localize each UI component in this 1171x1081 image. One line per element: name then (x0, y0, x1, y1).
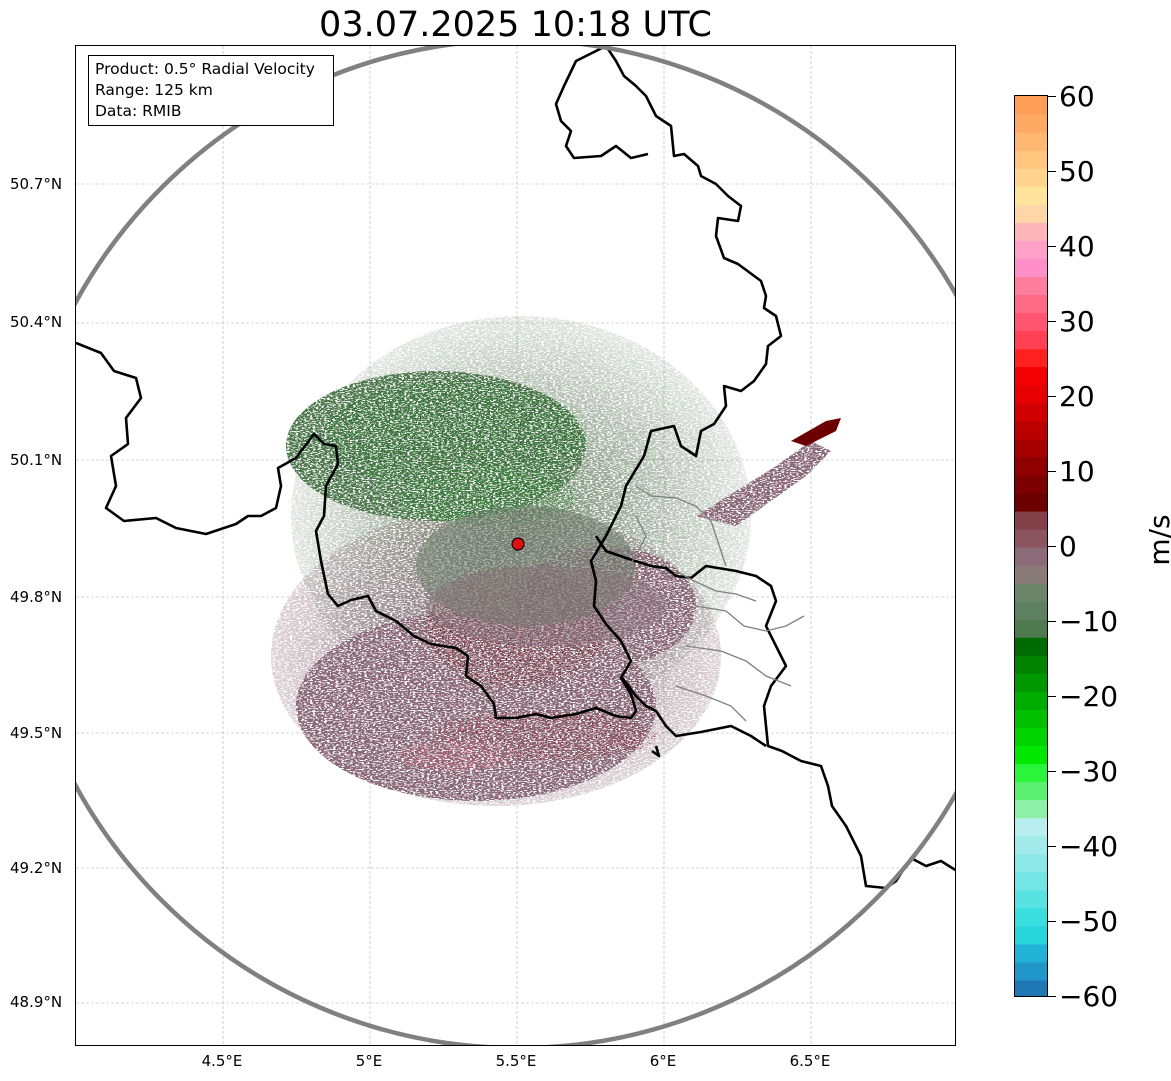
colorbar-swatch (1015, 366, 1047, 386)
x-tick-label: 5.5°E (495, 1052, 537, 1070)
colorbar-swatch (1015, 781, 1047, 801)
colorbar-tick: −20 (1047, 682, 1118, 712)
y-tick-label: 50.7°N (10, 175, 63, 193)
radar-map-canvas (76, 46, 955, 1045)
colorbar-swatch (1015, 961, 1047, 981)
x-tick-label: 5°E (355, 1052, 383, 1070)
colorbar-swatch (1015, 402, 1047, 422)
colorbar-tick: 30 (1048, 307, 1095, 337)
colorbar-tick: −40 (1047, 832, 1118, 862)
colorbar-swatch (1015, 799, 1047, 819)
info-data-source: Data: RMIB (95, 102, 182, 120)
colorbar-swatches (1015, 96, 1047, 996)
y-tick-label: 49.8°N (10, 588, 63, 606)
colorbar-swatch (1015, 673, 1047, 692)
colorbar-swatch (1015, 132, 1047, 151)
colorbar-swatch (1015, 979, 1047, 996)
x-tick-label: 6.5°E (789, 1052, 831, 1070)
colorbar-swatch (1015, 871, 1047, 891)
colorbar-swatch (1015, 114, 1047, 133)
colorbar-swatch (1015, 655, 1047, 674)
colorbar-swatch (1015, 258, 1047, 277)
colorbar-swatch (1015, 348, 1047, 368)
colorbar-tick: 0 (1048, 532, 1077, 562)
colorbar-swatch (1015, 186, 1047, 205)
colorbar-tick: 60 (1048, 82, 1095, 112)
colorbar-swatch (1015, 709, 1047, 728)
colorbar-swatch (1015, 312, 1047, 332)
colorbar-swatch (1015, 222, 1047, 241)
colorbar-tick: 10 (1048, 457, 1095, 487)
colorbar-swatch (1015, 168, 1047, 187)
info-product: Product: 0.5° Radial Velocity (95, 60, 315, 78)
colorbar-tick: 40 (1048, 232, 1095, 262)
product-info-box: Product: 0.5° Radial Velocity Range: 125… (88, 55, 334, 126)
velocity-echoes (271, 316, 841, 806)
colorbar-swatch (1015, 510, 1047, 530)
colorbar-swatch (1015, 204, 1047, 223)
colorbar-swatch (1015, 889, 1047, 909)
colorbar-swatch (1015, 691, 1047, 710)
colorbar-tick: −30 (1047, 757, 1118, 787)
radar-site-marker[interactable] (511, 537, 525, 551)
colorbar-swatch (1015, 817, 1047, 837)
colorbar-swatch (1015, 96, 1047, 115)
colorbar-swatch (1015, 619, 1047, 638)
colorbar-tick: −50 (1047, 907, 1118, 937)
velocity-colorbar (1014, 95, 1048, 997)
colorbar-swatch (1015, 150, 1047, 169)
colorbar-swatch (1015, 853, 1047, 873)
colorbar-swatch (1015, 456, 1047, 476)
x-tick-label: 4.5°E (201, 1052, 243, 1070)
colorbar-label: m/s (1143, 514, 1171, 566)
colorbar-tick: −10 (1047, 607, 1118, 637)
colorbar-swatch (1015, 637, 1047, 656)
colorbar-tick: 50 (1048, 157, 1095, 187)
colorbar-swatch (1015, 727, 1047, 747)
colorbar-swatch (1015, 492, 1047, 512)
x-tick-label: 6°E (649, 1052, 677, 1070)
y-tick-label: 49.2°N (10, 859, 63, 877)
colorbar-swatch (1015, 240, 1047, 259)
y-tick-label: 49.5°N (10, 724, 63, 742)
country-borders (76, 46, 955, 890)
colorbar-swatch (1015, 474, 1047, 494)
colorbar-swatch (1015, 528, 1047, 548)
y-tick-label: 48.9°N (10, 993, 63, 1011)
colorbar-swatch (1015, 565, 1047, 584)
regional-borders (620, 485, 805, 722)
colorbar-swatch (1015, 835, 1047, 855)
y-tick-label: 50.1°N (10, 451, 63, 469)
map-title: 03.07.2025 10:18 UTC (319, 5, 712, 45)
colorbar-swatch (1015, 420, 1047, 440)
colorbar-swatch (1015, 925, 1047, 945)
colorbar-swatch (1015, 907, 1047, 927)
colorbar-swatch (1015, 583, 1047, 602)
colorbar-swatch (1015, 384, 1047, 404)
colorbar-swatch (1015, 745, 1047, 765)
colorbar-tick: 20 (1048, 382, 1095, 412)
colorbar-swatch (1015, 438, 1047, 458)
colorbar-swatch (1015, 943, 1047, 963)
colorbar-tick: −60 (1047, 982, 1118, 1012)
colorbar-swatch (1015, 294, 1047, 314)
colorbar-swatch (1015, 330, 1047, 350)
colorbar-swatch (1015, 763, 1047, 783)
y-tick-label: 50.4°N (10, 313, 63, 331)
colorbar-swatch (1015, 276, 1047, 296)
radar-map[interactable] (75, 45, 956, 1046)
info-range: Range: 125 km (95, 81, 213, 99)
colorbar-swatch (1015, 547, 1047, 566)
colorbar-swatch (1015, 601, 1047, 620)
